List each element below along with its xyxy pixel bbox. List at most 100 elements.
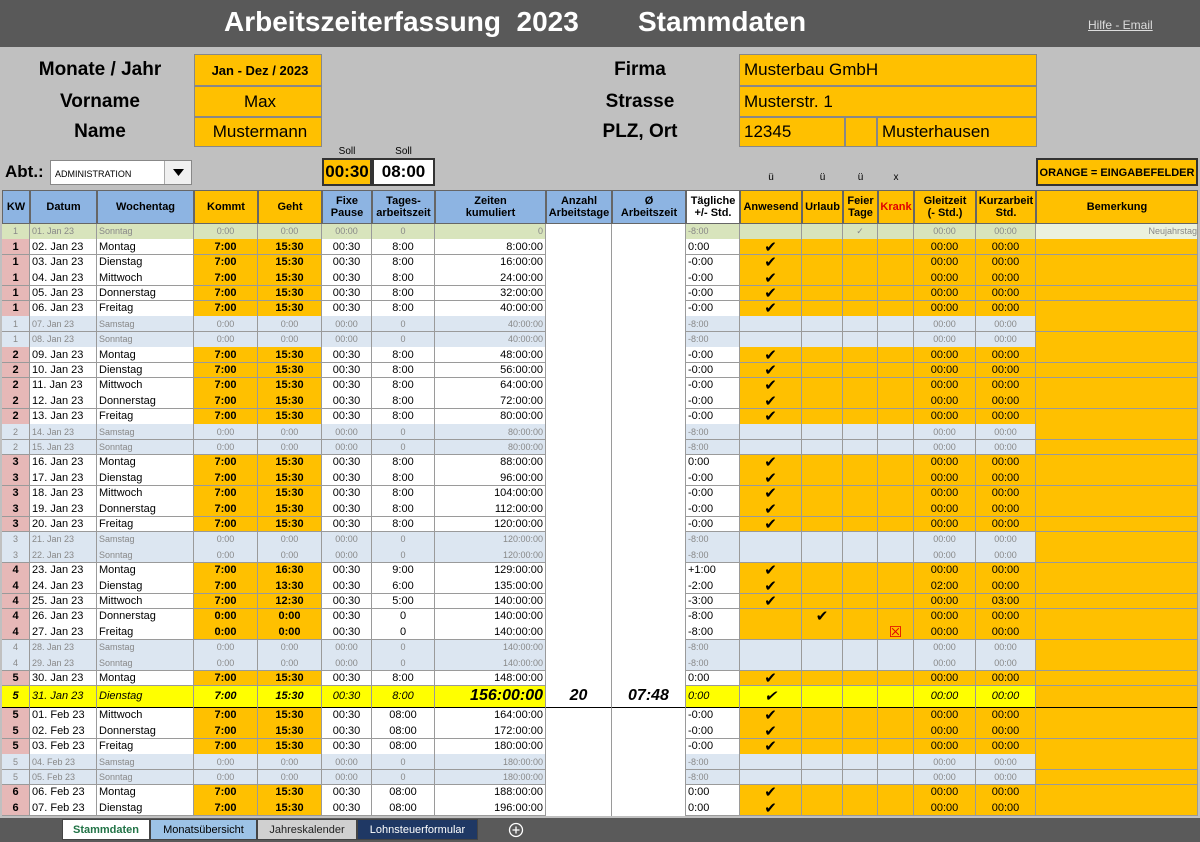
input[interactable]: Max bbox=[194, 86, 322, 117]
cell: 4 bbox=[2, 609, 30, 625]
cell bbox=[612, 516, 686, 533]
cell bbox=[1036, 516, 1198, 533]
cell bbox=[878, 347, 914, 364]
cell: 140:00:00 bbox=[435, 609, 546, 625]
cell bbox=[878, 547, 914, 564]
cell: -0:00 bbox=[686, 362, 740, 379]
cell: 5 bbox=[2, 670, 30, 687]
input[interactable]: 08:00 bbox=[372, 158, 435, 186]
sheet-tab[interactable]: Monatsübersicht bbox=[150, 819, 257, 840]
cell: 7:00 bbox=[194, 362, 258, 379]
sheet-tab[interactable]: Lohnsteuerformular bbox=[357, 819, 478, 840]
column-header: Urlaub bbox=[802, 190, 843, 224]
dropdown-button[interactable] bbox=[164, 161, 191, 184]
cell: ✔ bbox=[740, 800, 802, 817]
cell: 15:30 bbox=[258, 501, 322, 518]
cell bbox=[878, 362, 914, 379]
cell bbox=[612, 670, 686, 687]
cell: 00:30 bbox=[322, 670, 372, 687]
cell: 1 bbox=[2, 239, 30, 256]
cell: -0:00 bbox=[686, 470, 740, 487]
cell: Sonntag bbox=[97, 547, 194, 564]
cell: -0:00 bbox=[686, 723, 740, 740]
cell bbox=[878, 738, 914, 755]
sheet-tab[interactable]: Stammdaten bbox=[62, 819, 150, 840]
cell bbox=[843, 455, 878, 471]
cell bbox=[878, 686, 914, 709]
cell: +1:00 bbox=[686, 562, 740, 579]
cell bbox=[740, 547, 802, 564]
cell: 00:30 bbox=[322, 408, 372, 425]
cell: 8:00 bbox=[372, 408, 435, 425]
cell: 00:00 bbox=[322, 224, 372, 240]
cell: ✔ bbox=[740, 239, 802, 256]
cell: 05. Jan 23 bbox=[30, 285, 97, 302]
cell: 00:00 bbox=[976, 562, 1036, 579]
cell bbox=[1036, 331, 1198, 348]
cell: 06. Jan 23 bbox=[30, 301, 97, 317]
cell: 0:00 bbox=[258, 609, 322, 625]
cell: 16:30 bbox=[258, 562, 322, 579]
cell: 148:00:00 bbox=[435, 670, 546, 687]
cell: 7:00 bbox=[194, 723, 258, 740]
cell: Sonntag bbox=[97, 331, 194, 348]
cell: 0 bbox=[372, 532, 435, 548]
cell: -0:00 bbox=[686, 378, 740, 394]
cell: 31. Jan 23 bbox=[30, 686, 97, 709]
cell: 25. Jan 23 bbox=[30, 593, 97, 610]
cell: 172:00:00 bbox=[435, 723, 546, 740]
input[interactable]: Musterhausen bbox=[877, 117, 1037, 147]
cell bbox=[612, 470, 686, 487]
cell: 7:00 bbox=[194, 270, 258, 287]
help-link[interactable]: Hilfe - Email bbox=[1088, 18, 1153, 32]
add-sheet[interactable] bbox=[505, 821, 527, 839]
cell: -8:00 bbox=[686, 224, 740, 240]
cell: 00:00 bbox=[914, 455, 976, 471]
cell bbox=[546, 754, 612, 771]
cell: 00:00 bbox=[914, 301, 976, 317]
cell: 32:00:00 bbox=[435, 285, 546, 302]
label: Strasse bbox=[605, 91, 675, 112]
sheet-tab[interactable]: Jahreskalender bbox=[257, 819, 357, 840]
cell bbox=[1036, 408, 1198, 425]
cell bbox=[802, 670, 843, 687]
cell: -8:00 bbox=[686, 639, 740, 656]
input[interactable]: 00:30 bbox=[322, 158, 372, 186]
cell bbox=[1036, 686, 1198, 709]
cell: 15:30 bbox=[258, 738, 322, 755]
input[interactable]: Musterstr. 1 bbox=[739, 86, 1037, 117]
cell: 30. Jan 23 bbox=[30, 670, 97, 687]
cell: 15:30 bbox=[258, 670, 322, 687]
cell bbox=[546, 639, 612, 656]
cell: 00:00 bbox=[914, 270, 976, 287]
cell bbox=[802, 331, 843, 348]
column-header: Datum bbox=[30, 190, 97, 224]
cell: 2 bbox=[2, 378, 30, 394]
cell bbox=[1036, 347, 1198, 364]
input[interactable]: Mustermann bbox=[194, 117, 322, 147]
input[interactable]: 12345 bbox=[739, 117, 845, 147]
cell: 15:30 bbox=[258, 485, 322, 502]
cell: Freitag bbox=[97, 301, 194, 317]
cell: 08:00 bbox=[372, 785, 435, 801]
cell: 00:00 bbox=[914, 393, 976, 410]
input[interactable]: Jan - Dez / 2023 bbox=[194, 54, 322, 86]
input[interactable]: Musterbau GmbH bbox=[739, 54, 1037, 86]
cell bbox=[546, 670, 612, 687]
cell: 09. Jan 23 bbox=[30, 347, 97, 364]
cell: ✔ bbox=[740, 454, 802, 471]
cell: 08. Jan 23 bbox=[30, 331, 97, 348]
column-marker: ü bbox=[819, 172, 826, 183]
cell: 129:00:00 bbox=[435, 562, 546, 579]
cell bbox=[843, 331, 878, 348]
cell: 0:00 bbox=[194, 655, 258, 672]
cell bbox=[612, 455, 686, 471]
cell: 00:00 bbox=[914, 285, 976, 302]
input[interactable] bbox=[845, 117, 877, 147]
cell: 15:30 bbox=[258, 470, 322, 487]
cell bbox=[878, 455, 914, 471]
cell bbox=[843, 769, 878, 786]
cell bbox=[802, 378, 843, 394]
cell: 07:48 bbox=[612, 686, 686, 709]
cell: 00:00 bbox=[914, 439, 976, 456]
